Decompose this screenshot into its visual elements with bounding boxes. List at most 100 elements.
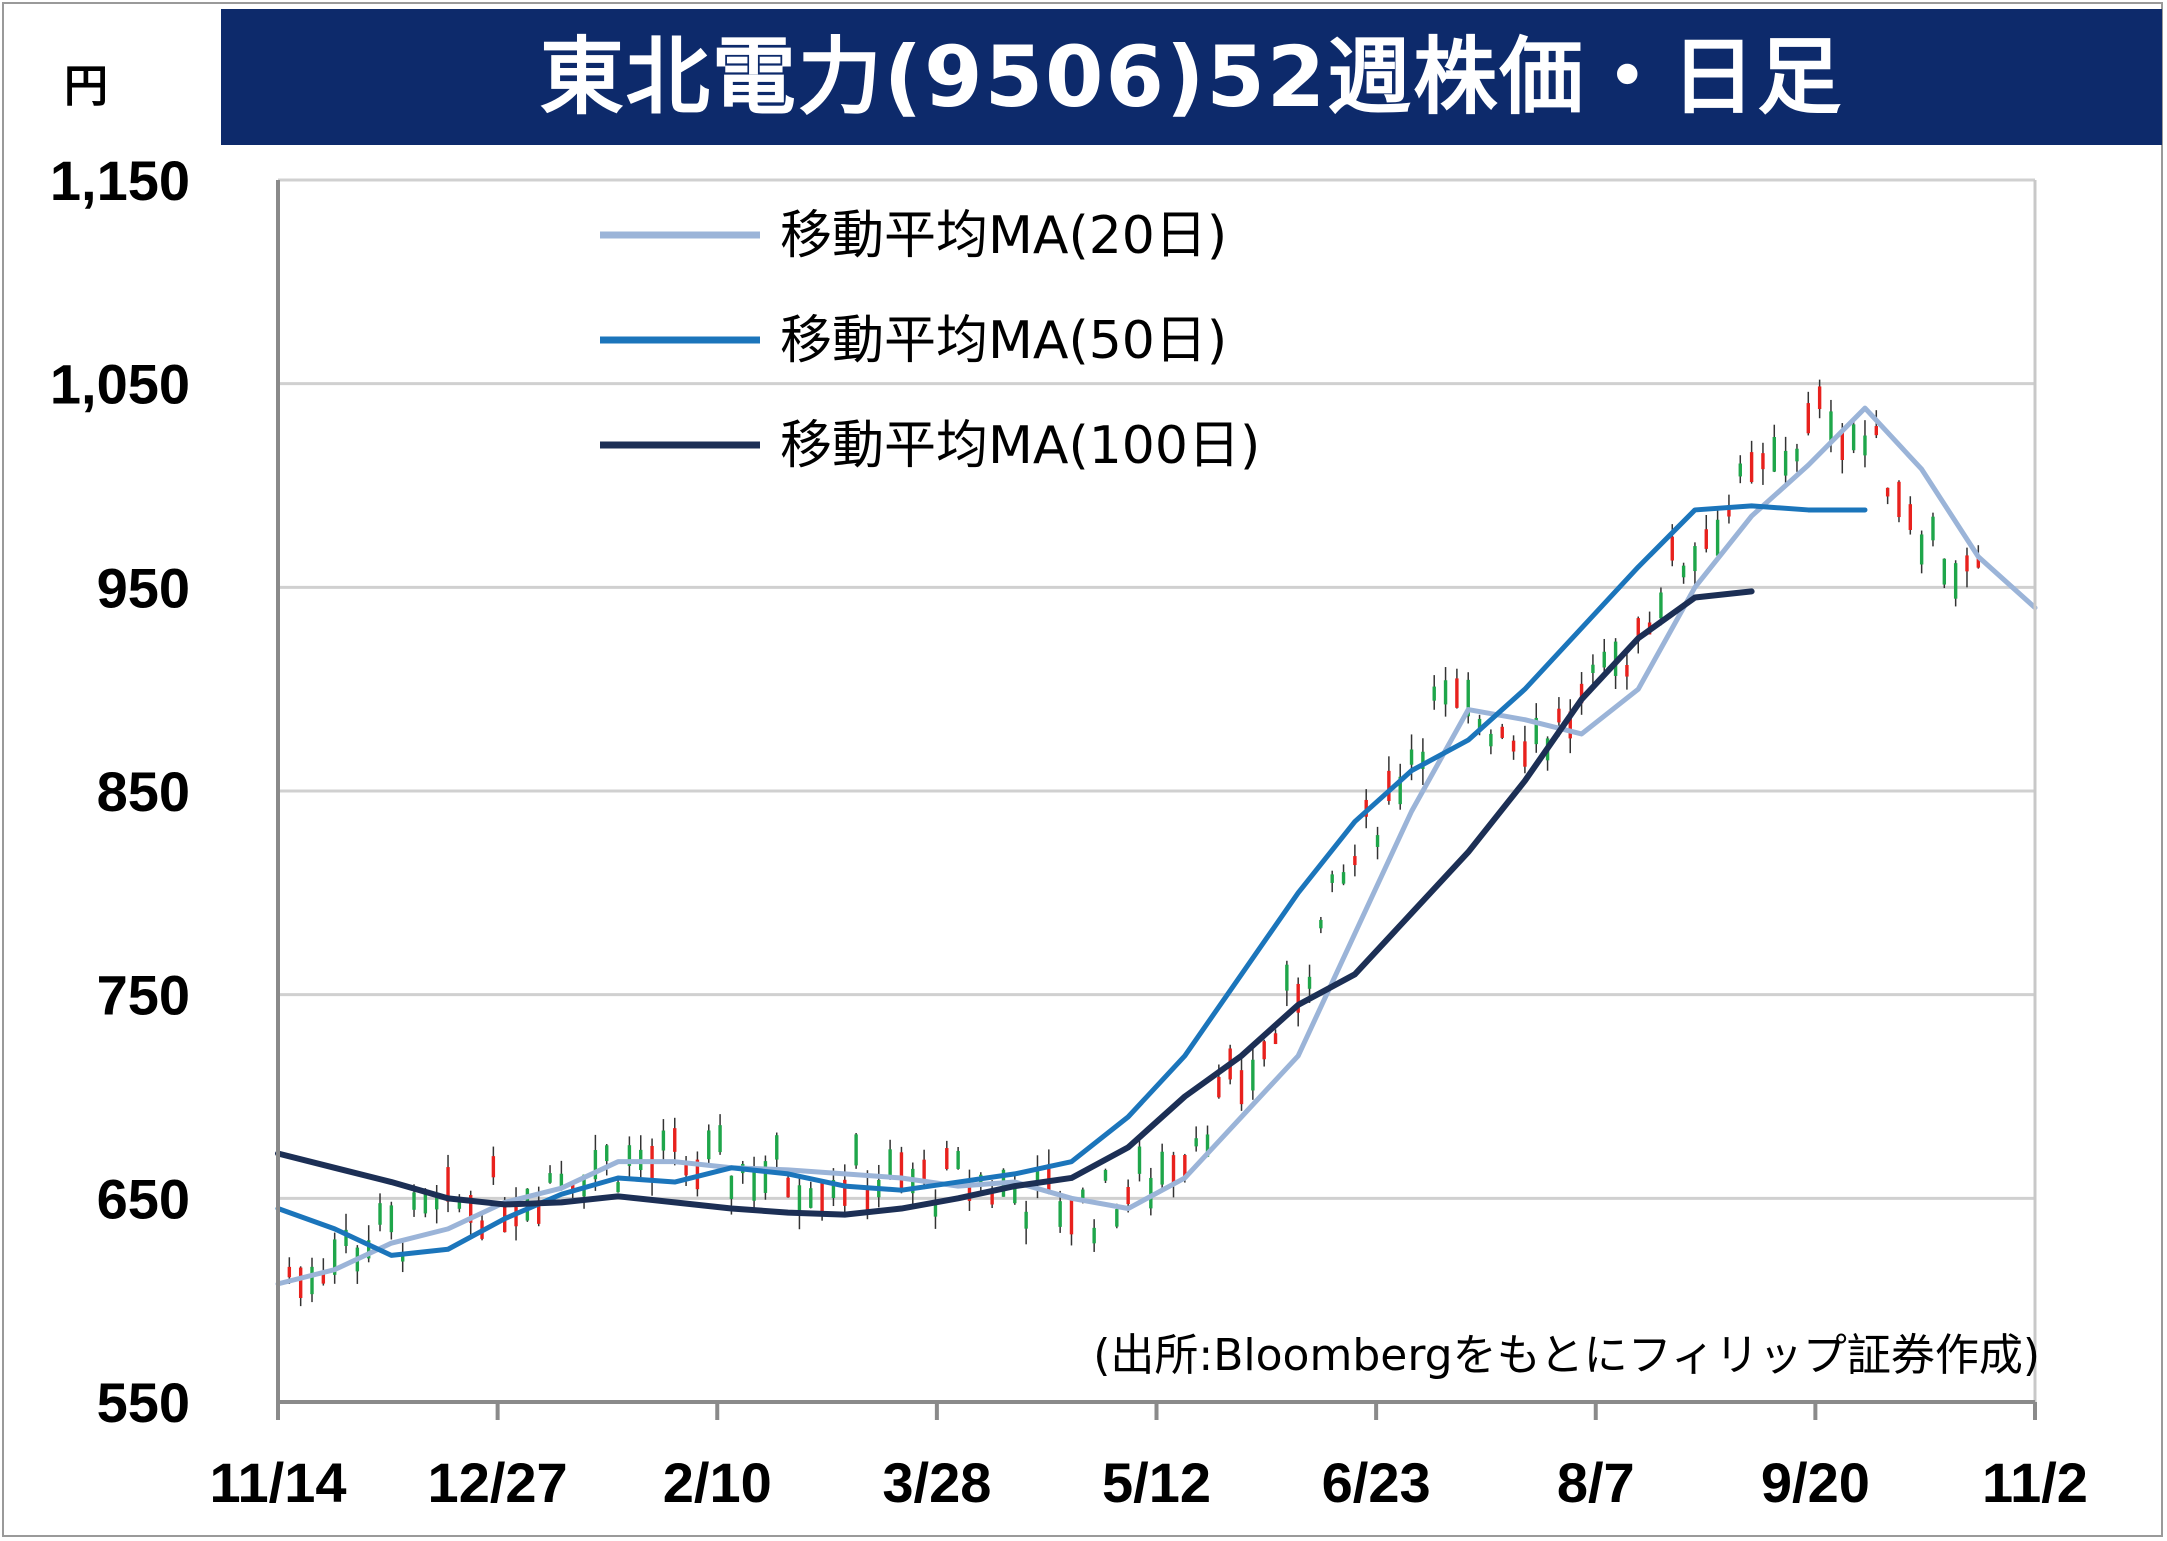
y-tick-label: 550 [97, 1371, 190, 1434]
candle-body [1137, 1146, 1142, 1174]
candle-body [1749, 452, 1754, 483]
candle-body [1069, 1199, 1074, 1235]
candle-body [434, 1197, 439, 1210]
candle-body [1511, 740, 1516, 752]
axes: 550 650 750 850 950 1,050 1,150 11/14 12/27 2/10 3… [50, 149, 2088, 1514]
candle-body [1636, 618, 1640, 642]
source-note: (出所:Bloombergをもとにフィリップ証券作成) [1093, 1330, 2040, 1381]
candle-body [831, 1180, 836, 1199]
candle-body [820, 1183, 824, 1212]
candle-body [389, 1205, 394, 1233]
candle-body [1217, 1076, 1221, 1098]
candle-body [1908, 504, 1913, 530]
candle-body [1795, 448, 1799, 462]
candle-body [843, 1179, 847, 1206]
candle-body [1931, 516, 1935, 541]
candle-body [1251, 1059, 1255, 1091]
candle-body [321, 1274, 326, 1284]
candle-body [1534, 717, 1538, 745]
ma-line-ma20 [275, 405, 2038, 1287]
y-axis-unit: 円 [64, 61, 108, 112]
candle-body [854, 1134, 858, 1166]
candle-body [1375, 835, 1380, 847]
candle-body [1829, 411, 1833, 444]
candle-body [1693, 546, 1697, 572]
candle-body [1874, 426, 1879, 436]
candle-body [1568, 711, 1572, 739]
candle-body [945, 1148, 949, 1170]
moving-averages [275, 405, 2038, 1287]
candle-body [1013, 1181, 1017, 1204]
x-tick-label: 9/20 [1761, 1451, 1870, 1514]
candle-body [400, 1252, 405, 1262]
candle-body [933, 1204, 938, 1217]
candle-body [1976, 556, 1981, 568]
legend-label-ma20: 移動平均MA(20日) [780, 206, 1227, 266]
candle-body [1806, 403, 1810, 434]
candle-body [1523, 741, 1527, 767]
candle-body [1602, 651, 1606, 668]
candle-body [1387, 770, 1391, 802]
candle-body [1885, 487, 1890, 497]
y-tick-label: 1,150 [50, 149, 190, 212]
candle-body [1953, 563, 1958, 599]
candle-body [922, 1159, 926, 1183]
candle-body [1035, 1169, 1040, 1182]
x-tick-label: 2/10 [663, 1451, 772, 1514]
candle-body [956, 1150, 960, 1169]
candle-body [1103, 1169, 1108, 1181]
candle-body [899, 1152, 904, 1188]
candle-body [1296, 983, 1300, 1013]
candle-body [332, 1239, 337, 1275]
candle-body [1455, 678, 1459, 708]
ma-line-ma50 [275, 503, 1868, 1258]
candle-body [888, 1149, 892, 1178]
candle-body [423, 1192, 428, 1214]
candle-body [1341, 872, 1346, 884]
x-tick-label: 11/14 [209, 1451, 346, 1514]
candle-body [786, 1177, 790, 1198]
legend-label-ma50: 移動平均MA(50日) [780, 311, 1227, 371]
x-tick-label: 5/12 [1102, 1451, 1211, 1514]
candle-body [1670, 536, 1674, 561]
candle-body [865, 1185, 870, 1215]
candle-body [469, 1195, 473, 1223]
candle-body [1273, 1033, 1278, 1045]
candle-body [990, 1189, 994, 1205]
legend-label-ma100: 移動平均MA(100日) [780, 416, 1260, 476]
candle-body [298, 1267, 303, 1298]
candlesticks [276, 379, 1981, 1307]
candle-body [559, 1173, 564, 1189]
candle-body [1477, 718, 1482, 732]
candle-body [1160, 1151, 1164, 1185]
candle-body [1727, 505, 1731, 517]
candle-body [593, 1150, 598, 1180]
candle-body [491, 1156, 496, 1178]
candle-body [1500, 726, 1504, 738]
candle-body [1421, 751, 1425, 769]
candle-body [1307, 976, 1312, 989]
candle-body [1466, 679, 1470, 717]
candle-body [661, 1130, 666, 1151]
candle-body [1183, 1155, 1187, 1177]
candle-body [1115, 1209, 1119, 1227]
y-tick-label: 750 [97, 964, 190, 1027]
candle-body [1965, 555, 1969, 572]
x-tick-label: 6/23 [1322, 1451, 1431, 1514]
candle-body [707, 1130, 711, 1160]
candle-body [1239, 1070, 1244, 1105]
candle-body [1171, 1155, 1176, 1186]
chart-title: 東北電力(9506)52週株価・日足 [221, 9, 2162, 145]
x-tick-label: 12/27 [428, 1451, 568, 1514]
candle-body [548, 1173, 552, 1183]
candle-body [1285, 964, 1289, 991]
candle-body [718, 1125, 722, 1153]
candle-body [627, 1145, 632, 1166]
candle-body [1704, 529, 1708, 549]
candle-body [1659, 592, 1663, 619]
y-tick-label: 950 [97, 556, 190, 619]
candle-body [1715, 519, 1720, 556]
candle-body [1149, 1177, 1153, 1209]
candle-body [1443, 680, 1448, 705]
candle-body [1738, 463, 1742, 477]
